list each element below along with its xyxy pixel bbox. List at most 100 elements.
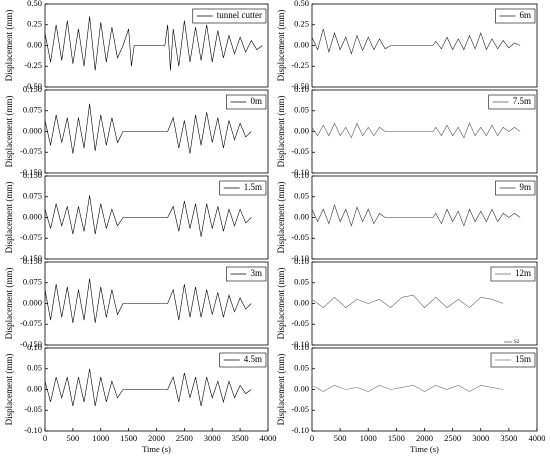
legend-box: [192, 8, 267, 24]
legend-box: [490, 352, 536, 368]
data-line: [44, 16, 263, 71]
y-tick-label: 0.00: [294, 383, 309, 393]
y-tick-label: 0.05: [294, 191, 309, 201]
data-line: [311, 122, 521, 139]
y-axis-title: Displacement (mm): [4, 354, 14, 426]
legend-box: [488, 94, 536, 110]
legend-label: 15m: [515, 354, 531, 364]
x-tick-label: 4000: [529, 433, 546, 443]
y-tick-label: 0.10: [27, 342, 42, 352]
y-tick-label: 0.05: [294, 363, 309, 373]
y-tick-label: 0.10: [294, 342, 309, 352]
y-tick-label: 0.05: [294, 277, 309, 287]
y-axis-title: Displacement (mm): [4, 182, 14, 254]
legend-label: 12m: [515, 268, 531, 278]
y-tick-label: -0.05: [291, 146, 309, 156]
y-axis-title: Displacement (mm): [4, 268, 14, 340]
y-tick-label: -0.25: [24, 60, 42, 70]
y-tick-label: -0.150: [20, 167, 42, 177]
y-tick-label: -0.150: [20, 253, 42, 263]
legend-label: 0m: [250, 96, 262, 106]
legend: 15m: [490, 352, 536, 368]
legend: 12m: [490, 266, 536, 282]
legend: tunnel cutter: [192, 8, 267, 24]
y-tick-label: 0.00: [294, 211, 309, 221]
annotation: S2: [514, 340, 520, 345]
y-tick-label: 0.25: [294, 19, 309, 29]
y-tick-label: 0.000: [23, 125, 42, 135]
y-tick-label: 0.05: [294, 105, 309, 115]
legend: 9m: [495, 180, 536, 196]
y-axis-title: Displacement (mm): [276, 354, 286, 426]
x-tick-label: 3500: [500, 433, 517, 443]
y-axis-title: Displacement (mm): [4, 96, 14, 168]
y-tick-label: -0.05: [291, 232, 309, 242]
data-line: [311, 294, 504, 309]
y-tick-label: 0.00: [294, 125, 309, 135]
x-tick-label: 3000: [204, 433, 221, 443]
y-tick-label: 0.10: [294, 256, 309, 266]
y-tick-label: 0.000: [23, 211, 42, 221]
y-tick-label: 0.00: [27, 39, 42, 49]
data-line: [311, 385, 504, 392]
y-tick-label: 0.075: [23, 277, 42, 287]
y-tick-label: -0.05: [291, 318, 309, 328]
x-tick-label: 500: [334, 433, 347, 443]
y-tick-label: -0.50: [24, 81, 42, 91]
y-axis-title: Displacement (mm): [4, 10, 14, 82]
x-tick-label: 0: [310, 433, 314, 443]
y-tick-label: -0.10: [291, 253, 309, 263]
y-tick-label: -0.25: [291, 60, 309, 70]
y-tick-label: 0.150: [23, 84, 42, 94]
legend-box: [490, 266, 536, 282]
x-tick-label: 3500: [232, 433, 249, 443]
legend-label: tunnel cutter: [217, 10, 262, 20]
legend-box: [219, 180, 267, 196]
y-tick-label: -0.10: [291, 425, 309, 435]
x-tick-label: 3000: [472, 433, 489, 443]
legend: 1.5m: [219, 180, 267, 196]
y-tick-label: -0.05: [291, 404, 309, 414]
y-tick-label: -0.10: [291, 167, 309, 177]
data-line: [44, 368, 252, 407]
legend-label: 6m: [519, 10, 531, 20]
legend: 3m: [226, 266, 267, 282]
y-tick-label: 0.150: [23, 256, 42, 266]
legend-box: [219, 352, 267, 368]
y-axis-title: Displacement (mm): [276, 10, 286, 82]
y-tick-label: 0.150: [23, 170, 42, 180]
data-line: [44, 278, 252, 323]
y-tick-label: 0.075: [23, 191, 42, 201]
y-tick-label: 0.25: [27, 19, 42, 29]
y-axis-title: Displacement (mm): [276, 182, 286, 254]
y-tick-label: -0.10: [24, 425, 42, 435]
y-tick-label: -0.075: [20, 146, 42, 156]
y-tick-label: 0.10: [294, 170, 309, 180]
y-tick-label: -0.150: [20, 339, 42, 349]
legend: 7.5m: [488, 94, 536, 110]
data-line: [44, 103, 252, 154]
y-tick-label: 0.05: [27, 363, 42, 373]
y-axis-title: Displacement (mm): [276, 268, 286, 340]
y-tick-label: 0.00: [294, 39, 309, 49]
y-tick-label: -0.50: [291, 81, 309, 91]
y-tick-label: -0.075: [20, 318, 42, 328]
legend-label: 7.5m: [513, 96, 531, 106]
x-tick-label: 1000: [360, 433, 377, 443]
y-tick-label: -0.05: [24, 404, 42, 414]
legend: 6m: [495, 8, 536, 24]
x-tick-label: 0: [43, 433, 47, 443]
x-tick-label: 4000: [260, 433, 277, 443]
legend-label: 9m: [519, 182, 531, 192]
x-tick-label: 1500: [388, 433, 405, 443]
x-tick-label: 2500: [176, 433, 193, 443]
y-tick-label: 0.075: [23, 105, 42, 115]
y-tick-label: 0.00: [27, 383, 42, 393]
x-tick-label: 500: [67, 433, 80, 443]
legend-label: 3m: [250, 268, 262, 278]
legend-label: 4.5m: [244, 354, 262, 364]
x-axis-title: Time (s): [410, 444, 439, 454]
x-tick-label: 2500: [444, 433, 461, 443]
